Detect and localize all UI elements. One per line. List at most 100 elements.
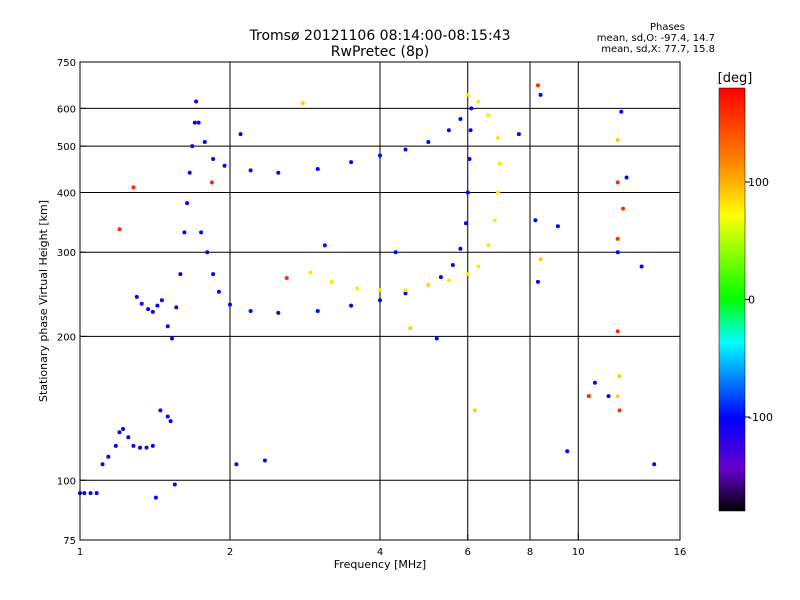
- data-point: [458, 246, 463, 251]
- data-point: [248, 309, 253, 314]
- x-tick-label: 16: [674, 547, 687, 558]
- data-point: [652, 462, 657, 467]
- data-point: [615, 329, 620, 334]
- phases-x-line: mean, sd,X: 77.7, 15.8: [601, 44, 715, 55]
- data-point: [131, 185, 136, 190]
- colorbar-ticks: 100 0 -100: [745, 176, 773, 424]
- x-tick-label: 6: [465, 547, 471, 558]
- data-point: [486, 113, 491, 118]
- data-point: [121, 427, 126, 432]
- data-point: [94, 491, 99, 496]
- data-point: [158, 408, 163, 413]
- data-point: [446, 128, 451, 133]
- data-point: [185, 201, 190, 206]
- data-point: [465, 190, 470, 195]
- data-point: [113, 443, 118, 448]
- phases-heading: Phases: [649, 22, 686, 33]
- data-point: [315, 309, 320, 314]
- chart-subtitle: RwPretec (8p): [330, 44, 430, 60]
- x-tick-label: 10: [572, 547, 585, 558]
- y-tick-label: 75: [63, 536, 76, 547]
- data-point: [467, 157, 472, 162]
- data-point: [403, 147, 408, 152]
- y-tick-label: 600: [57, 104, 76, 115]
- data-point: [150, 309, 155, 314]
- data-point: [476, 264, 481, 269]
- data-point: [538, 92, 543, 97]
- data-point: [535, 279, 540, 284]
- series-scattered-yellow: [300, 101, 622, 413]
- data-point: [468, 128, 473, 133]
- data-point: [535, 83, 540, 88]
- data-point: [262, 458, 267, 463]
- data-point: [144, 445, 149, 450]
- data-point: [393, 250, 398, 255]
- x-tick-label: 1: [77, 547, 83, 558]
- y-tick-label: 400: [57, 188, 76, 199]
- y-tick-label: 500: [57, 142, 76, 153]
- data-point: [565, 449, 570, 454]
- series-f2-o-trace-upper: [196, 116, 463, 175]
- data-point: [165, 414, 170, 419]
- data-point: [329, 279, 334, 284]
- data-point: [586, 394, 591, 399]
- data-point: [492, 218, 497, 223]
- y-tick-label: 100: [57, 476, 76, 487]
- chart-title-line1: Tromsø 20121106 08:14:00-08:15:43: [249, 28, 511, 44]
- data-point: [134, 294, 139, 299]
- x-tick-label: 4: [377, 547, 383, 558]
- data-point: [168, 419, 173, 424]
- data-point: [617, 408, 622, 413]
- data-point: [248, 168, 253, 173]
- data-point: [624, 175, 629, 180]
- data-point: [165, 324, 170, 329]
- data-point: [322, 243, 327, 248]
- data-point: [187, 170, 192, 175]
- data-point: [276, 170, 281, 175]
- data-point: [205, 250, 210, 255]
- data-point: [516, 132, 521, 137]
- data-point: [621, 206, 626, 211]
- y-tick-label: 200: [57, 332, 76, 343]
- data-point: [378, 153, 382, 158]
- data-point: [209, 180, 214, 185]
- data-point: [106, 454, 111, 459]
- data-point: [378, 288, 382, 293]
- x-tick-label: 2: [227, 547, 233, 558]
- data-point: [126, 435, 131, 440]
- data-point: [469, 106, 474, 111]
- data-point: [639, 264, 644, 269]
- colorbar-label: [deg]: [718, 71, 753, 86]
- data-point: [100, 462, 105, 467]
- data-point: [202, 140, 207, 145]
- data-point: [458, 116, 463, 121]
- data-point: [190, 144, 195, 149]
- data-point: [619, 109, 624, 114]
- data-point: [194, 99, 199, 104]
- data-point: [82, 491, 87, 496]
- data-point: [495, 190, 500, 195]
- data-point: [139, 301, 144, 306]
- data-point: [131, 443, 136, 448]
- data-point: [403, 291, 408, 296]
- data-point: [199, 230, 204, 235]
- data-point: [555, 224, 560, 229]
- data-point: [495, 136, 500, 141]
- data-point: [592, 380, 597, 385]
- data-point: [434, 336, 439, 341]
- data-point: [196, 120, 201, 125]
- data-point: [315, 166, 320, 171]
- series-scattered-echoes: [153, 92, 657, 500]
- data-point: [284, 275, 289, 280]
- data-point: [172, 482, 177, 487]
- data-point: [211, 272, 216, 277]
- x-axis: 1 2 4 6 8 10 16: [77, 534, 687, 558]
- series-e-f1-cusp: [134, 99, 199, 341]
- x-tick-label: 8: [527, 547, 533, 558]
- data-point: [153, 495, 158, 500]
- data-point: [615, 250, 620, 255]
- y-tick-label: 750: [57, 58, 76, 69]
- data-point: [155, 303, 160, 308]
- y-axis-label: Stationary phase Virtual Height [km]: [37, 200, 50, 402]
